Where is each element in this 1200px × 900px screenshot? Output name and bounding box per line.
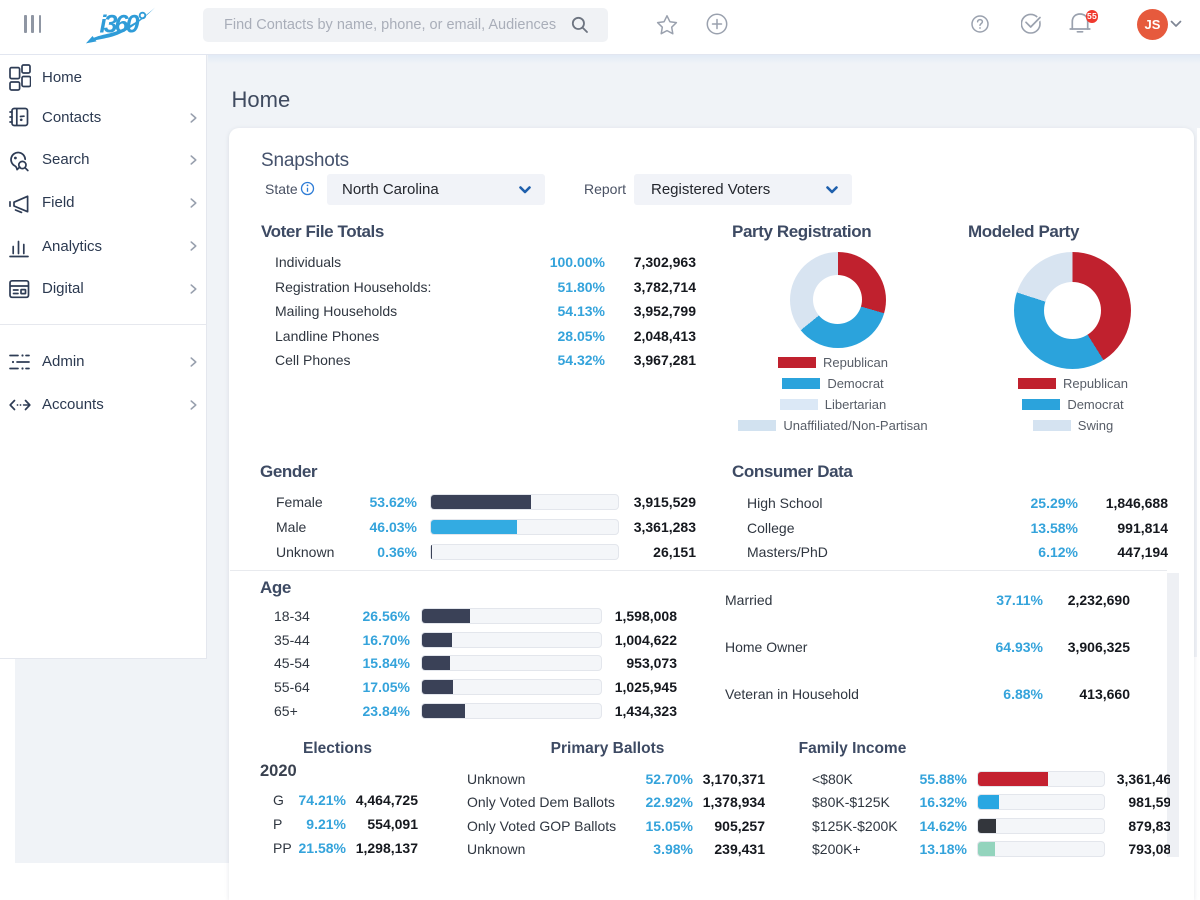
svg-text:i360: i360 (100, 11, 140, 39)
